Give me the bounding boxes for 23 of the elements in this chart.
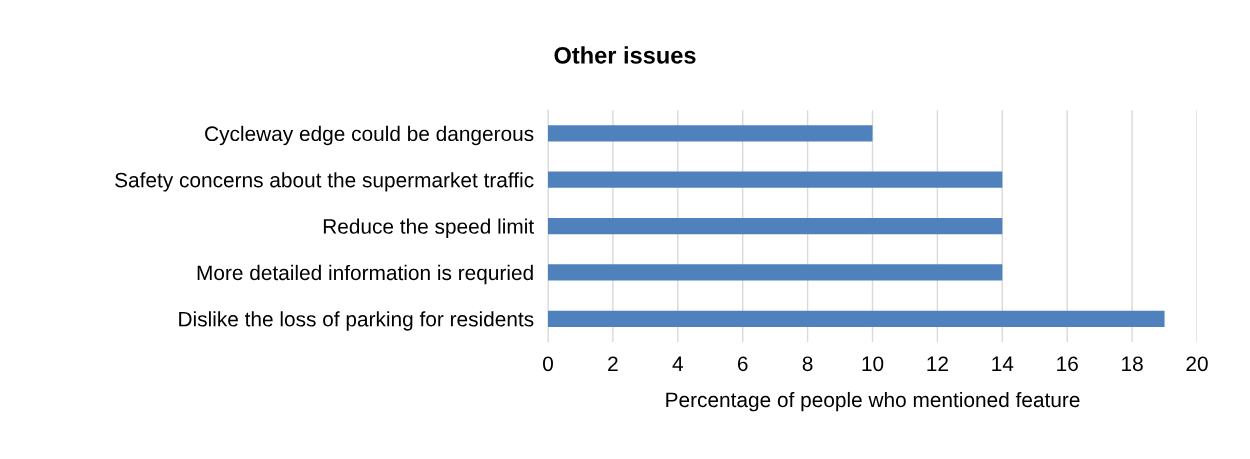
x-tick-label: 2 bbox=[608, 356, 618, 371]
y-tick-label: Reduce the speed limit bbox=[323, 218, 534, 238]
bar bbox=[548, 264, 1003, 281]
x-tick-label: 4 bbox=[672, 356, 683, 371]
x-axis-title: Percentage of people who mentioned feature bbox=[666, 391, 1080, 412]
y-tick-label: Dislike the loss of parking for residents bbox=[179, 311, 534, 331]
x-tick-label: 18 bbox=[1122, 356, 1143, 372]
chart-title: Other issues bbox=[554, 46, 696, 64]
x-tick-label: 8 bbox=[802, 356, 813, 372]
bar bbox=[548, 310, 1165, 327]
y-tick-label: Cycleway edge could be dangerous bbox=[205, 125, 534, 146]
x-tick-label: 6 bbox=[737, 356, 748, 372]
y-tick-label: More detailed information is requried bbox=[197, 264, 533, 285]
x-tick-label: 10 bbox=[862, 356, 884, 372]
bar bbox=[548, 217, 1003, 235]
x-tick-label: 20 bbox=[1186, 356, 1208, 372]
bar bbox=[548, 171, 1003, 188]
x-tick-label: 16 bbox=[1057, 356, 1078, 372]
x-tick-label: 0 bbox=[543, 356, 553, 372]
x-tick-label: 14 bbox=[992, 356, 1014, 371]
bar bbox=[548, 125, 873, 142]
y-tick-label: Safety concerns about the supermarket traffic bbox=[115, 172, 534, 192]
x-tick-label: 12 bbox=[927, 356, 948, 371]
